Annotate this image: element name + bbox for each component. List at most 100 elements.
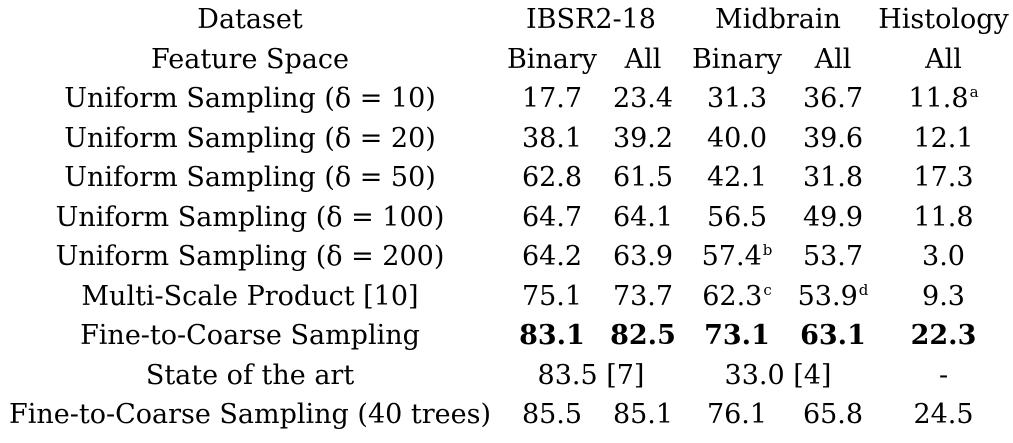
value-text: 11.8 — [908, 83, 969, 115]
table-row: Uniform Sampling (δ = 10) 17.7 23.4 31.3 36.… — [0, 79, 1013, 119]
value-text: 31.3 — [706, 83, 768, 115]
value-cell: 75.1 — [500, 277, 604, 317]
value-cell: 62.3c — [682, 277, 792, 317]
value-text: 40.0 — [706, 122, 768, 154]
value-text: 9.3 — [922, 280, 965, 312]
feature-space-cell: All — [814, 43, 852, 75]
value-cell: 82.5 — [604, 316, 682, 356]
value-cell: 3.0 — [874, 237, 1013, 277]
feature-space-cell: All — [925, 43, 962, 75]
value-text: 62.3 — [702, 280, 763, 312]
value-text: 63.9 — [612, 241, 674, 273]
value-text: 61.5 — [612, 162, 674, 194]
value-text: 57.4 — [701, 241, 762, 273]
value-text: 53.7 — [802, 241, 864, 273]
value-text: 42.1 — [706, 162, 768, 194]
table-row: Uniform Sampling (δ = 20) 38.1 39.2 40.0 39.… — [0, 119, 1013, 159]
value-cell: 11.8a — [874, 79, 1013, 119]
feature-space-cell: All — [624, 43, 662, 75]
value-cell: 83.1 — [500, 316, 604, 356]
value-text: 31.8 — [802, 162, 864, 194]
value-cell: 23.4 — [604, 79, 682, 119]
value-cell: 53.9d — [792, 277, 874, 317]
data-rows: Uniform Sampling (δ = 10) 17.7 23.4 31.3 36.… — [0, 79, 1013, 356]
value-cell: 76.1 — [706, 399, 768, 431]
value-text: 11.8 — [913, 201, 974, 233]
footnote-marker: c — [763, 280, 772, 299]
state-of-art-histology: - — [938, 359, 949, 391]
value-text: 63.1 — [800, 320, 866, 352]
value-cell: 63.1 — [792, 316, 874, 356]
value-cell: 61.5 — [604, 158, 682, 198]
value-cell: 85.1 — [612, 399, 674, 431]
value-cell: 9.3 — [874, 277, 1013, 317]
value-cell: 42.1 — [682, 158, 792, 198]
value-cell: 24.5 — [913, 399, 974, 431]
value-text: 64.7 — [521, 201, 583, 233]
state-of-art-row: State of the art 83.5 [7] 33.0 [4] - — [0, 356, 1013, 396]
row-label: Uniform Sampling (δ = 100) — [55, 201, 445, 233]
dataset-header-label: Dataset — [197, 4, 303, 36]
value-cell: 39.2 — [604, 119, 682, 159]
value-text: 39.2 — [612, 122, 674, 154]
row-label: Multi-Scale Product [10] — [81, 280, 419, 312]
row-label: Fine-to-Coarse Sampling (40 trees) — [8, 399, 491, 431]
value-cell: 63.9 — [604, 237, 682, 277]
value-cell: 38.1 — [500, 119, 604, 159]
row-label: Uniform Sampling (δ = 10) — [64, 83, 436, 115]
value-cell: 57.4b — [682, 237, 792, 277]
value-text: 3.0 — [922, 241, 965, 273]
value-cell: 31.3 — [682, 79, 792, 119]
value-text: 82.5 — [610, 320, 676, 352]
value-text: 64.2 — [521, 241, 583, 273]
table-row: Uniform Sampling (δ = 50) 62.8 61.5 42.1 31.… — [0, 158, 1013, 198]
value-cell: 64.1 — [604, 198, 682, 238]
row-label: Fine-to-Coarse Sampling — [80, 320, 420, 352]
table-row: Uniform Sampling (δ = 100) 64.7 64.1 56.5 49… — [0, 198, 1013, 238]
value-cell: 56.5 — [682, 198, 792, 238]
value-text: 73.1 — [704, 320, 770, 352]
table-row: Uniform Sampling (δ = 200) 64.2 63.9 57.4b 5… — [0, 237, 1013, 277]
value-text: 75.1 — [521, 280, 583, 312]
value-text: 56.5 — [706, 201, 768, 233]
value-cell: 17.7 — [500, 79, 604, 119]
value-cell: 64.7 — [500, 198, 604, 238]
value-text: 36.7 — [802, 83, 864, 115]
value-cell: 73.1 — [682, 316, 792, 356]
forty-trees-row: Fine-to-Coarse Sampling (40 trees) 85.5 … — [0, 395, 1013, 435]
state-of-art-midbrain: 33.0 [4] — [724, 359, 832, 391]
dataset-ibsr: IBSR2-18 — [526, 4, 656, 36]
table-row: Fine-to-Coarse Sampling 83.1 82.5 73.1 63.1 2… — [0, 316, 1013, 356]
table-row: Multi-Scale Product [10] 75.1 73.7 62.3c 53.… — [0, 277, 1013, 317]
state-of-art-ibsr: 83.5 [7] — [537, 359, 645, 391]
value-text: 49.9 — [802, 201, 864, 233]
value-text: 17.3 — [913, 162, 974, 194]
value-cell: 65.8 — [802, 399, 864, 431]
footnote-marker: a — [969, 83, 979, 102]
row-label: Uniform Sampling (δ = 200) — [55, 241, 445, 273]
value-text: 39.6 — [802, 122, 864, 154]
row-label: Uniform Sampling (δ = 50) — [64, 162, 436, 194]
value-text: 53.9 — [797, 280, 858, 312]
footnote-marker: d — [858, 280, 869, 299]
value-text: 38.1 — [521, 122, 583, 154]
feature-space-cell: Binary — [691, 43, 783, 75]
value-cell: 49.9 — [792, 198, 874, 238]
value-cell: 22.3 — [874, 316, 1013, 356]
value-text: 83.1 — [519, 320, 585, 352]
value-text: 62.8 — [521, 162, 583, 194]
value-cell: 53.7 — [792, 237, 874, 277]
dataset-header-row: Dataset IBSR2-18 Midbrain Histology — [0, 0, 1013, 40]
value-cell: 64.2 — [500, 237, 604, 277]
value-text: 17.7 — [521, 83, 583, 115]
row-label: Uniform Sampling (δ = 20) — [64, 122, 436, 154]
value-text: 23.4 — [612, 83, 674, 115]
row-label: State of the art — [145, 359, 355, 391]
feature-space-label: Feature Space — [150, 43, 350, 75]
value-cell: 31.8 — [792, 158, 874, 198]
value-cell: 17.3 — [874, 158, 1013, 198]
feature-space-row: Feature Space Binary All Binary All All — [0, 40, 1013, 80]
value-text: 73.7 — [612, 280, 674, 312]
value-cell: 40.0 — [682, 119, 792, 159]
